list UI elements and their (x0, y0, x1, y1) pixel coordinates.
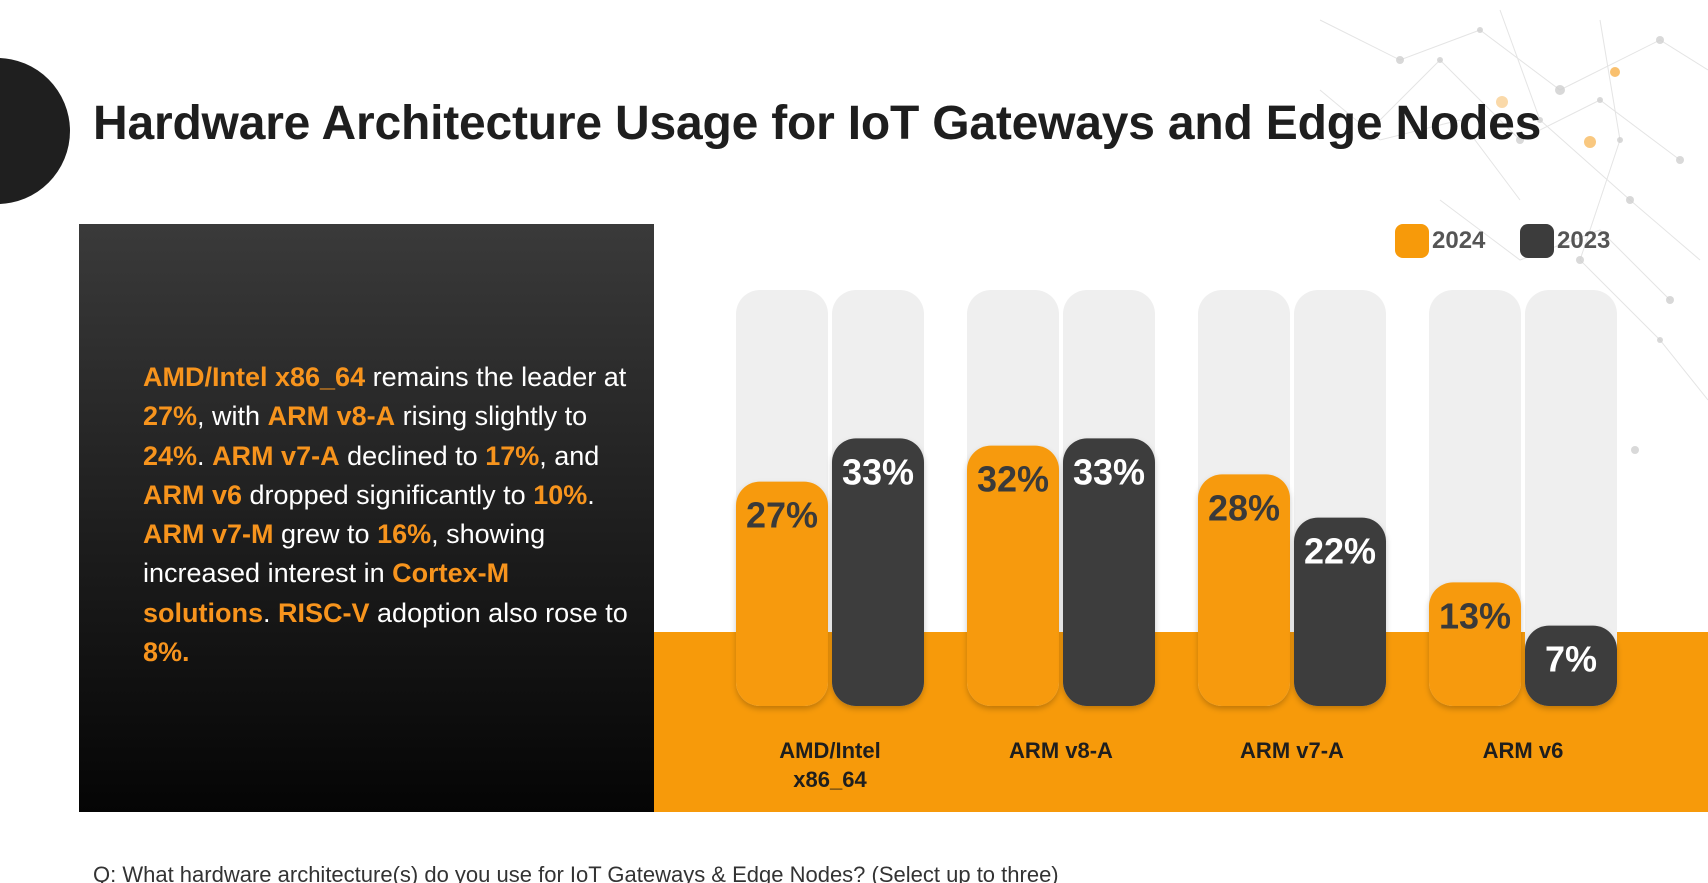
bar-2024 (1198, 474, 1290, 706)
summary-segment: grew to (273, 519, 378, 550)
bar-value-label: 13% (1439, 595, 1511, 636)
summary-highlight: 17% (485, 440, 540, 471)
bar-2024 (967, 445, 1059, 706)
question-text: What hardware architecture(s) do you use… (116, 862, 1059, 883)
question-prefix: Q: (93, 862, 117, 883)
summary-segment: , showing increased interest in (143, 519, 546, 589)
summary-text: AMD/Intel x86_64 remains the leader at 2… (143, 358, 633, 672)
summary-highlight: 16% (377, 519, 432, 550)
summary-segment: rising slightly to (395, 401, 588, 432)
summary-highlight: ARM v7-M (143, 519, 274, 550)
summary-highlight: ARM v8-A (267, 401, 396, 432)
summary-highlight: Cortex-M solutions (143, 558, 510, 628)
summary-segment: , with (197, 401, 268, 432)
bar-value-label: 33% (1073, 451, 1145, 492)
legend-label-2024: 2024 (1432, 227, 1486, 254)
summary-highlight: ARM v7-A (212, 440, 340, 471)
bar-2023 (1525, 625, 1617, 706)
survey-question: Q: What hardware architecture(s) do you … (93, 862, 1059, 883)
bar-value-label: 7% (1545, 639, 1597, 680)
summary-segment: adoption also rose to (369, 597, 628, 628)
bar-2024 (736, 481, 828, 706)
network-background-decoration (1319, 9, 1708, 454)
summary-highlight: 10% (533, 479, 588, 510)
summary-segment: . (197, 440, 213, 471)
bar-track (1525, 290, 1617, 706)
summary-highlight: AMD/Intel x86_64 (143, 362, 366, 392)
bar-value-label: 28% (1208, 487, 1280, 528)
summary-highlight: RISC-V (278, 597, 370, 628)
bar-value-label: 27% (746, 495, 818, 536)
summary-segment: declined to (339, 440, 486, 471)
decorative-corner-circle (0, 58, 70, 204)
legend-item-2024: 2024 (1395, 224, 1485, 258)
bar-2023 (1294, 517, 1386, 706)
summary-highlight: 24% (143, 440, 198, 471)
bar-value-label: 22% (1304, 531, 1376, 572)
bar-2024 (1429, 582, 1521, 706)
category-label: ARM v7-A (1240, 738, 1344, 763)
category-label: ARM v6 (1483, 738, 1564, 763)
summary-highlight: 8%. (143, 637, 190, 668)
legend-swatch-2024 (1395, 224, 1429, 258)
summary-segment: . (587, 479, 595, 510)
legend-item-2023: 2023 (1520, 224, 1610, 258)
page-title: Hardware Architecture Usage for IoT Gate… (93, 97, 1542, 150)
bar-value-label: 33% (842, 451, 914, 492)
summary-highlight: ARM v6 (143, 479, 243, 510)
legend-swatch-2023 (1520, 224, 1554, 258)
summary-segment: remains the leader at (365, 362, 627, 392)
summary-panel: AMD/Intel x86_64 remains the leader at 2… (79, 224, 654, 812)
bar-value-label: 32% (977, 459, 1049, 500)
summary-segment: dropped significantly to (242, 479, 534, 510)
legend-label-2023: 2023 (1557, 227, 1611, 254)
bar-2023 (1063, 438, 1155, 706)
bar-2023 (832, 438, 924, 706)
summary-segment: . (263, 597, 279, 628)
category-label: AMD/Intel x86_64 (779, 738, 880, 792)
summary-highlight: 27% (143, 401, 198, 432)
summary-segment: , and (539, 440, 600, 471)
category-label: ARM v8-A (1009, 738, 1113, 763)
